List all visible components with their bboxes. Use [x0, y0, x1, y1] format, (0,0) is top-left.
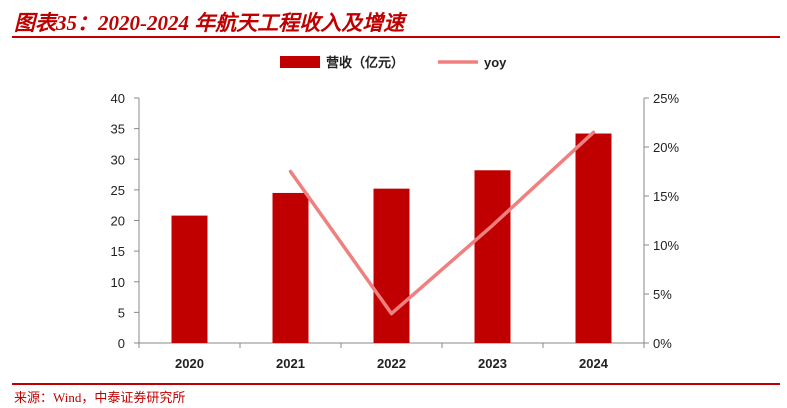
x-tick-label: 2024 [579, 356, 609, 371]
left-tick-label: 30 [111, 152, 125, 167]
bar [171, 215, 208, 343]
left-tick-label: 0 [118, 336, 125, 351]
chart-title: 图表35：2020-2024 年航天工程收入及增速 [14, 11, 405, 35]
left-tick-label: 25 [111, 183, 125, 198]
left-tick-label: 10 [111, 275, 125, 290]
yoy-line [288, 130, 596, 316]
bar [474, 170, 511, 343]
left-tick-label: 15 [111, 244, 125, 259]
bar [373, 188, 410, 343]
x-tick-label: 2023 [478, 356, 507, 371]
right-tick-label: 0% [653, 336, 672, 351]
legend-line-label: yoy [484, 55, 507, 70]
bar [575, 133, 612, 343]
right-tick-label: 5% [653, 287, 672, 302]
right-tick-label: 15% [653, 189, 679, 204]
left-tick-label: 35 [111, 122, 125, 137]
legend-bar-swatch [280, 56, 320, 68]
title-bar: 图表35：2020-2024 年航天工程收入及增速 [12, 6, 780, 38]
source-note: 来源：Wind，中泰证券研究所 [14, 390, 186, 405]
legend-bar-label: 营收（亿元） [326, 55, 404, 70]
left-tick-label: 40 [111, 91, 125, 106]
right-tick-label: 25% [653, 91, 679, 106]
right-tick-label: 20% [653, 140, 679, 155]
x-tick-label: 2021 [276, 356, 305, 371]
right-tick-label: 10% [653, 238, 679, 253]
x-tick-label: 2022 [377, 356, 406, 371]
left-tick-label: 20 [111, 214, 125, 229]
x-tick-label: 2020 [175, 356, 204, 371]
bar [272, 192, 309, 343]
footer-divider [12, 383, 780, 385]
left-tick-label: 5 [118, 305, 125, 320]
